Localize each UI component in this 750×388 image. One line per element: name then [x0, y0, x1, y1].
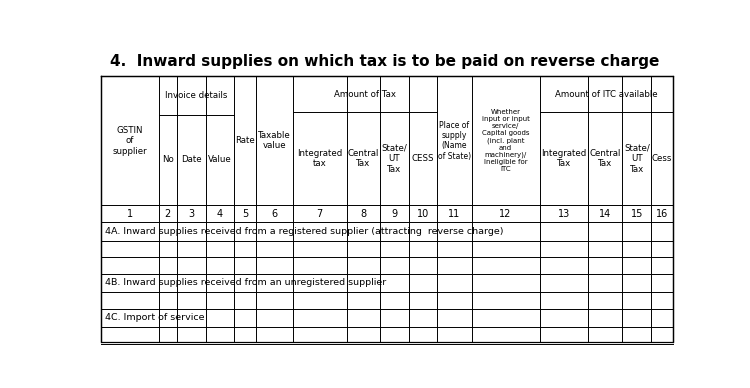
- Text: 2: 2: [165, 209, 171, 218]
- Text: Cess: Cess: [652, 154, 672, 163]
- Text: Amount of Tax: Amount of Tax: [334, 90, 396, 99]
- Text: Place of
supply
(Name
of State): Place of supply (Name of State): [438, 121, 471, 161]
- Text: 3: 3: [188, 209, 194, 218]
- Text: Taxable
value: Taxable value: [258, 131, 291, 151]
- Text: GSTIN
of
supplier: GSTIN of supplier: [112, 126, 147, 156]
- Text: State/
UT
Tax: State/ UT Tax: [624, 144, 650, 173]
- Text: 9: 9: [392, 209, 398, 218]
- Text: Integrated
Tax: Integrated Tax: [542, 149, 586, 168]
- Text: CESS: CESS: [412, 154, 434, 163]
- Text: 5: 5: [242, 209, 248, 218]
- Text: Rate: Rate: [236, 136, 255, 145]
- Text: Invoice details: Invoice details: [165, 91, 227, 100]
- Text: 16: 16: [656, 209, 668, 218]
- Text: 8: 8: [360, 209, 367, 218]
- Text: Central
Tax: Central Tax: [348, 149, 379, 168]
- Text: 4.  Inward supplies on which tax is to be paid on reverse charge: 4. Inward supplies on which tax is to be…: [110, 54, 659, 69]
- Text: Integrated
tax: Integrated tax: [297, 149, 342, 168]
- Text: 4C. Import of service: 4C. Import of service: [105, 314, 204, 322]
- Text: Central
Tax: Central Tax: [590, 149, 621, 168]
- Text: 14: 14: [599, 209, 611, 218]
- Text: Amount of ITC available: Amount of ITC available: [555, 90, 658, 99]
- Text: No: No: [162, 156, 174, 165]
- Text: State/
UT
Tax: State/ UT Tax: [382, 144, 407, 173]
- Text: 13: 13: [558, 209, 570, 218]
- Text: 4: 4: [217, 209, 223, 218]
- Text: 4A. Inward supplies received from a registered supplier (attracting  reverse cha: 4A. Inward supplies received from a regi…: [105, 227, 503, 236]
- Text: 4B. Inward supplies received from an unregistered supplier: 4B. Inward supplies received from an unr…: [105, 278, 386, 288]
- Text: Date: Date: [181, 156, 202, 165]
- Text: Value: Value: [208, 156, 232, 165]
- Text: 7: 7: [316, 209, 322, 218]
- Text: 6: 6: [272, 209, 278, 218]
- Text: 11: 11: [448, 209, 460, 218]
- Text: 1: 1: [127, 209, 133, 218]
- Text: 10: 10: [417, 209, 429, 218]
- Text: Whether
input or input
service/
Capital goods
(incl. plant
and
machinery)/
Ineli: Whether input or input service/ Capital …: [482, 109, 530, 172]
- Text: 15: 15: [631, 209, 643, 218]
- Text: 12: 12: [500, 209, 512, 218]
